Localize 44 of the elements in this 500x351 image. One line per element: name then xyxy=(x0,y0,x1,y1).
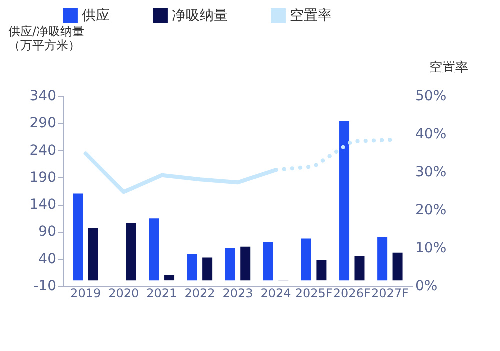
y-axis-title: 供应/净吸纳量（万平方米） xyxy=(8,24,85,52)
y2-tick-label: 0% xyxy=(416,278,438,294)
x-tick-label: 2025F xyxy=(295,286,333,300)
bar xyxy=(73,194,84,281)
x-tick-label: 2019 xyxy=(70,286,102,300)
y2-tick-label: 50% xyxy=(416,88,447,104)
bar xyxy=(263,242,274,281)
bar xyxy=(202,258,213,281)
bar xyxy=(301,238,312,281)
y2-tick-label: 20% xyxy=(416,202,447,218)
y-tick-label: 140 xyxy=(30,197,56,214)
y-tick-label: 290 xyxy=(30,116,56,132)
y2-tick-label: 30% xyxy=(416,164,447,180)
y-tick-label: 40 xyxy=(38,251,56,268)
bar xyxy=(354,256,365,281)
x-tick-label: 2024 xyxy=(260,286,292,300)
y-tick-label: 240 xyxy=(30,142,56,159)
bar xyxy=(149,218,160,281)
y-tick-label: 340 xyxy=(30,88,56,104)
y2-axis-title: 空置率 xyxy=(430,60,468,76)
legend-label: 供应 xyxy=(82,8,110,24)
bar xyxy=(164,275,175,281)
bar xyxy=(240,246,251,281)
bar xyxy=(187,254,198,281)
y-tick-label: 190 xyxy=(30,170,56,186)
x-tick-label: 2022 xyxy=(184,286,216,300)
y2-tick-label: 10% xyxy=(416,240,447,256)
x-tick-label: 2020 xyxy=(108,286,140,300)
x-tick-label: 2027F xyxy=(371,286,409,300)
bar xyxy=(392,252,403,281)
bar xyxy=(126,223,136,281)
y-tick-label: -10 xyxy=(34,278,56,294)
bar xyxy=(225,248,236,281)
x-tick-label: 2021 xyxy=(146,286,178,300)
x-tick-label: 2023 xyxy=(222,286,254,300)
bar xyxy=(316,260,327,281)
legend-label: 净吸纳量 xyxy=(172,8,228,24)
bar xyxy=(340,122,350,281)
y-tick-label: 90 xyxy=(38,224,56,240)
bar xyxy=(88,228,98,281)
legend-label: 空置率 xyxy=(290,8,332,24)
y2-tick-label: 40% xyxy=(416,126,447,142)
x-tick-label: 2026F xyxy=(333,286,371,300)
bar xyxy=(378,237,388,281)
